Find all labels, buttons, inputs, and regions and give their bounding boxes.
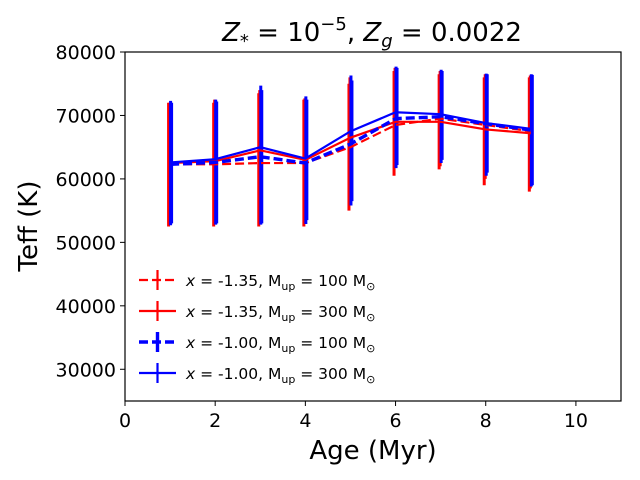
- s1-legend-pre: = -1.35, M: [195, 272, 281, 290]
- y-tick-label-80000: 80000: [56, 42, 116, 64]
- x-tick-label-0: 0: [119, 410, 131, 432]
- x-axis-label: Age (Myr): [309, 436, 436, 466]
- s4-line: [170, 111, 531, 164]
- s3-legend-label: x = -1.00, Mup = 100 M⊙: [185, 334, 375, 355]
- plot-frame: [124, 51, 622, 402]
- s2-line: [170, 120, 531, 165]
- y-tick-label-40000: 40000: [56, 296, 116, 318]
- y-axis-label: Teff (K): [14, 181, 44, 273]
- title-zg-subscript: g: [381, 31, 392, 52]
- s2-legend-sub-up: up: [281, 311, 295, 324]
- s1-legend-mid: = 100 M: [295, 272, 366, 290]
- s1-legend-sun: ⊙: [366, 280, 375, 293]
- s2-legend-mid: = 300 M: [295, 303, 366, 321]
- s3-legend-pre: = -1.00, M: [195, 334, 281, 352]
- title-zstar-symbol: Z: [221, 18, 241, 48]
- tick-layer: 0 2 4 6 8 10 30000 40000 50000 60000 70000 80000: [56, 42, 588, 432]
- y-tick-label-70000: 70000: [56, 105, 116, 127]
- data-layer: [167, 66, 534, 227]
- title-sep: ,: [347, 18, 364, 48]
- s4-legend-pre: = -1.00, M: [195, 365, 281, 383]
- title-zg-symbol: Z: [362, 18, 382, 48]
- title-exponent: −5: [320, 14, 347, 35]
- s1-line: [170, 117, 531, 166]
- s2-legend-pre: = -1.35, M: [195, 303, 281, 321]
- y-tick-label-50000: 50000: [56, 232, 116, 254]
- title-zstar-subscript: *: [240, 31, 249, 52]
- title-eq1: = 10: [249, 18, 320, 48]
- s4-legend-mid: = 300 M: [295, 365, 366, 383]
- x-tick-label-10: 10: [564, 410, 588, 432]
- x-tick-label-2: 2: [209, 410, 221, 432]
- s3-legend-mid: = 100 M: [295, 334, 366, 352]
- s3-legend-sub-up: up: [281, 342, 295, 355]
- s2-legend-label: x = -1.35, Mup = 300 M⊙: [185, 303, 375, 324]
- s4-legend-sun: ⊙: [366, 373, 375, 386]
- s2-legend-x-symbol: x: [185, 303, 196, 321]
- s1-legend-x-symbol: x: [185, 272, 196, 290]
- s2-legend-sun: ⊙: [366, 311, 375, 324]
- s4-legend-sub-up: up: [281, 373, 295, 386]
- legend: x = -1.35, Mup = 100 M⊙x = -1.35, Mup = …: [139, 270, 375, 386]
- x-tick-label-6: 6: [389, 410, 401, 432]
- title-eq2: = 0.0022: [393, 18, 522, 48]
- s1-legend-sub-up: up: [281, 280, 295, 293]
- s3-line: [170, 115, 532, 167]
- s3-legend-x-symbol: x: [185, 334, 196, 352]
- s1-legend-label: x = -1.35, Mup = 100 M⊙: [185, 272, 375, 293]
- y-tick-label-30000: 30000: [56, 359, 116, 381]
- s4-legend-label: x = -1.00, Mup = 300 M⊙: [185, 365, 375, 386]
- y-tick-label-60000: 60000: [56, 169, 116, 191]
- s4-legend-x-symbol: x: [185, 365, 196, 383]
- s3-legend-sun: ⊙: [366, 342, 375, 355]
- x-tick-label-8: 8: [480, 410, 492, 432]
- x-tick-label-4: 4: [299, 410, 311, 432]
- chart-title: Z* = 10−5, Zg = 0.0022: [221, 14, 522, 52]
